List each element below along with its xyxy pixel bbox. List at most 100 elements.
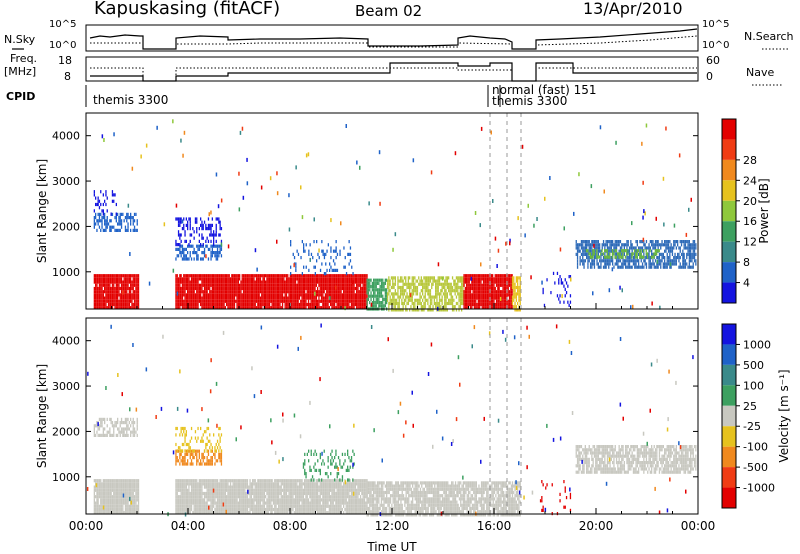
power-range-cell <box>345 286 347 291</box>
power-range-cell <box>350 306 353 310</box>
power-range-cell <box>307 274 310 278</box>
power-range-cell <box>579 249 581 253</box>
power-range-cell <box>97 296 99 300</box>
velocity-echo-region <box>93 479 140 515</box>
power-range-cell <box>619 259 622 263</box>
power-range-cell <box>388 285 390 290</box>
power-range-cell <box>664 265 666 269</box>
power-range-cell <box>272 290 275 294</box>
power-range-cell <box>242 283 245 287</box>
velocity-range-cell <box>132 485 134 489</box>
power-range-cell <box>343 302 345 307</box>
power-range-cell <box>190 244 193 248</box>
power-range-cell <box>352 296 354 300</box>
power-range-cell <box>218 244 220 248</box>
velocity-range-cell <box>197 511 199 515</box>
power-range-cell <box>249 296 251 300</box>
power-range-cell <box>428 276 430 280</box>
power-range-cell <box>202 274 204 278</box>
velocity-range-cell <box>179 495 181 499</box>
power-range-cell <box>358 290 360 294</box>
power-range-cell <box>497 277 499 281</box>
power-range-cell <box>326 302 328 307</box>
power-range-cell <box>340 299 342 303</box>
power-range-cell <box>449 292 451 296</box>
power-range-cell <box>444 279 446 283</box>
power-range-cell <box>463 290 465 294</box>
power-range-cell <box>429 279 432 283</box>
power-colorbar-tick-label: 20 <box>743 195 757 208</box>
power-range-cell <box>330 277 332 281</box>
power-range-cell <box>176 217 178 221</box>
power-range-cell <box>136 277 138 281</box>
power-noise-cell <box>593 243 595 248</box>
power-range-cell <box>132 293 134 297</box>
power-range-cell <box>252 306 254 310</box>
power-range-cell <box>386 279 389 283</box>
power-range-cell <box>193 290 195 294</box>
power-range-cell <box>344 277 346 281</box>
power-range-cell <box>693 246 696 250</box>
power-range-cell <box>228 286 230 291</box>
power-range-cell <box>622 262 624 266</box>
power-range-cell <box>639 246 641 250</box>
power-range-cell <box>109 277 111 281</box>
power-range-cell <box>422 279 424 283</box>
velocity-range-cell <box>133 507 136 512</box>
power-range-cell <box>425 285 428 290</box>
power-range-cell <box>637 249 640 253</box>
power-range-cell <box>278 296 280 300</box>
power-range-cell <box>690 246 692 250</box>
power-range-cell <box>371 288 373 292</box>
power-range-cell <box>476 286 478 291</box>
power-noise-cell <box>454 151 457 156</box>
power-range-cell <box>352 306 354 310</box>
velocity-range-cell <box>175 488 177 492</box>
power-range-cell <box>133 225 136 229</box>
power-range-cell <box>137 283 140 287</box>
power-range-cell <box>402 301 404 306</box>
power-range-cell <box>454 285 456 290</box>
power-range-cell <box>398 295 400 299</box>
power-range-cell <box>255 283 258 287</box>
power-range-cell <box>177 220 180 224</box>
velocity-range-cell <box>206 507 208 512</box>
power-range-cell <box>588 243 590 247</box>
power-range-cell <box>367 291 370 295</box>
power-range-cell <box>311 274 314 278</box>
power-range-cell <box>494 302 496 307</box>
power-range-cell <box>232 299 234 303</box>
power-range-cell <box>585 249 588 253</box>
power-range-cell <box>95 212 97 216</box>
power-range-cell <box>399 295 402 299</box>
power-range-cell <box>119 293 121 297</box>
power-range-cell <box>341 306 343 310</box>
power-range-cell <box>497 293 499 297</box>
power-range-cell <box>427 282 429 286</box>
power-range-cell <box>323 280 325 284</box>
power-range-cell <box>114 228 116 232</box>
power-range-cell <box>595 246 597 250</box>
beam-title: Beam 02 <box>355 2 422 20</box>
power-range-cell <box>407 279 409 283</box>
power-range-cell <box>189 223 191 227</box>
power-range-cell <box>131 216 133 220</box>
power-range-cell <box>576 256 579 260</box>
power-range-cell <box>248 296 250 300</box>
power-range-cell <box>492 293 494 297</box>
power-range-cell <box>224 290 226 294</box>
power-range-cell <box>392 285 394 290</box>
power-range-cell <box>235 277 237 281</box>
power-range-cell <box>450 295 452 299</box>
power-range-cell <box>339 296 341 300</box>
power-range-cell <box>119 296 121 300</box>
power-range-cell <box>314 283 316 287</box>
power-range-cell <box>630 243 632 247</box>
power-range-cell <box>418 308 420 312</box>
power-range-cell <box>188 306 190 310</box>
velocity-range-cell <box>132 495 134 499</box>
velocity-range-cell <box>117 507 119 512</box>
power-range-cell <box>311 299 314 303</box>
power-range-cell <box>188 274 190 278</box>
velocity-range-cell <box>132 491 134 496</box>
